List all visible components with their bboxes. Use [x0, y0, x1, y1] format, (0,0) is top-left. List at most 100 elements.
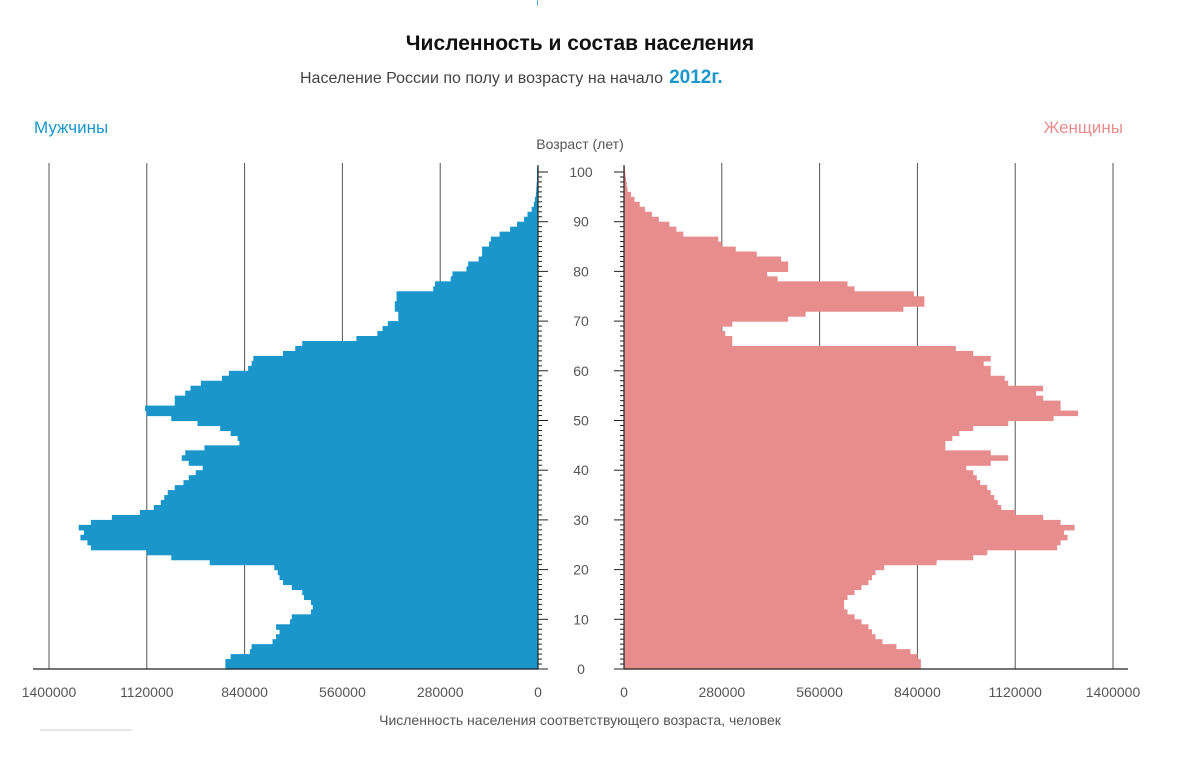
female-bar: [624, 564, 885, 571]
male-bar: [295, 345, 538, 352]
male-bar: [276, 624, 538, 630]
male-bar: [276, 634, 538, 640]
male-bar: [274, 564, 538, 571]
male-bar: [153, 504, 539, 511]
male-bar: [145, 405, 538, 412]
female-bar: [624, 261, 789, 268]
female-bar: [624, 529, 1065, 536]
female-bar: [624, 544, 1058, 551]
female-bar: [624, 579, 869, 586]
male-bar: [536, 186, 538, 193]
x-tick-label-left: 1400000: [22, 684, 77, 700]
male-bar: [251, 644, 539, 650]
age-tick-label: 0: [577, 661, 585, 677]
female-bar: [624, 599, 845, 605]
male-bar: [537, 0, 538, 6]
female-bar: [624, 291, 914, 297]
male-bar: [164, 495, 538, 501]
male-bar: [356, 336, 538, 342]
female-bar: [624, 301, 925, 307]
male-bar: [524, 216, 538, 223]
male-bar: [279, 574, 538, 581]
age-axis-title: Возраст (лет): [536, 136, 624, 152]
female-bar: [624, 654, 918, 660]
female-bar: [624, 276, 778, 282]
male-bar: [87, 539, 539, 546]
female-bar: [624, 470, 974, 476]
female-bar: [624, 375, 1005, 382]
female-bar: [624, 559, 937, 566]
male-bar: [277, 569, 538, 576]
x-tick-label-left: 560000: [319, 684, 366, 700]
chart-subtitle-year: 2012г.: [669, 67, 723, 88]
male-bar: [290, 619, 538, 625]
age-tick-label: 70: [573, 313, 589, 329]
x-tick-label-right: 560000: [796, 684, 843, 700]
male-bar: [228, 370, 538, 377]
male-bar: [536, 181, 538, 188]
female-bar: [624, 629, 872, 635]
male-bar: [452, 271, 538, 277]
female-bar: [624, 594, 848, 601]
male-bar: [499, 231, 538, 238]
female-bar: [624, 281, 848, 287]
female-bar: [624, 226, 677, 233]
male-bar: [482, 246, 538, 253]
female-bar: [624, 435, 953, 441]
age-tick-label: 20: [573, 562, 589, 578]
female-bar: [624, 619, 862, 625]
female-bar: [624, 336, 733, 342]
male-bar: [396, 291, 538, 297]
female-bars: [624, 167, 1079, 670]
female-bar: [624, 340, 733, 347]
male-bar: [200, 380, 539, 387]
age-tick-label: 40: [573, 462, 589, 478]
female-bar: [624, 634, 876, 640]
male-bar: [183, 480, 538, 486]
male-bar: [185, 450, 538, 456]
female-bar: [624, 460, 991, 466]
female-bar: [624, 216, 659, 223]
male-bar: [171, 415, 538, 422]
male-bar: [468, 261, 538, 268]
female-bar: [624, 355, 991, 362]
female-bar: [624, 316, 789, 322]
female-bar: [624, 410, 1079, 417]
female-bar: [624, 196, 635, 203]
male-bar: [90, 519, 539, 526]
legend-female: Женщины: [1044, 118, 1123, 137]
female-bar: [624, 365, 991, 372]
female-bar: [624, 390, 1037, 397]
female-bar: [624, 609, 848, 615]
male-bar: [272, 639, 538, 645]
male-bar: [174, 485, 538, 491]
female-bar: [624, 659, 921, 665]
x-tick-label-right: 1400000: [1086, 684, 1141, 700]
female-bar: [624, 400, 1061, 407]
male-bar: [302, 340, 538, 347]
female-bar: [624, 589, 855, 596]
male-bar: [221, 375, 538, 382]
female-bar: [624, 221, 670, 228]
male-bar: [230, 654, 538, 660]
female-bar: [624, 534, 1068, 541]
male-bar: [160, 500, 538, 506]
male-bar: [534, 196, 538, 203]
female-bar: [624, 524, 1075, 531]
male-bar: [188, 460, 538, 466]
female-bar: [624, 514, 1044, 521]
female-bar: [624, 321, 733, 327]
male-bar: [291, 584, 538, 591]
male-bar: [434, 281, 538, 287]
age-tick-label: 30: [573, 512, 589, 528]
age-tick-label: 50: [573, 413, 589, 429]
male-bar: [225, 659, 538, 665]
x-tick-label-right: 1120000: [988, 684, 1042, 700]
male-bar: [478, 256, 538, 263]
male-bar: [111, 514, 538, 521]
male-bar: [398, 316, 538, 322]
female-bar: [624, 236, 719, 243]
chart-subtitle: Население России по полу и возрасту на н…: [300, 67, 723, 88]
male-bar: [291, 614, 538, 620]
